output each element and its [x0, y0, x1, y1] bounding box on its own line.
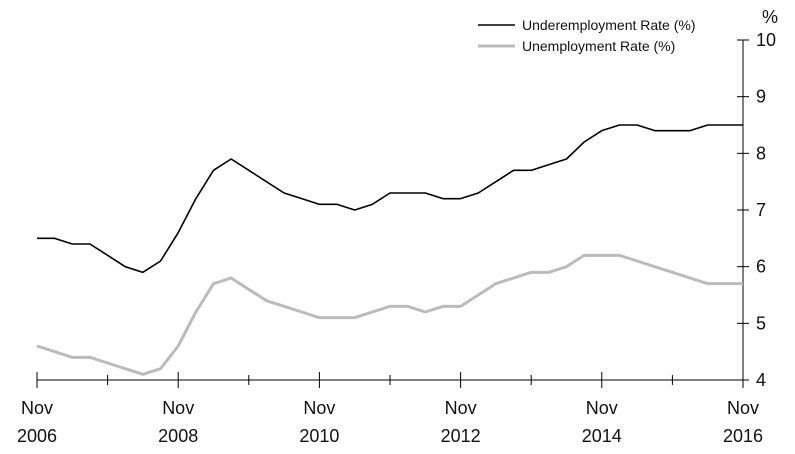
- x-tick-label-year: 2016: [723, 426, 763, 446]
- y-tick-label: 8: [756, 143, 766, 163]
- x-tick-label-year: 2006: [17, 426, 57, 446]
- x-tick-label-year: 2008: [158, 426, 198, 446]
- y-tick-label: 4: [756, 370, 766, 390]
- x-tick-label-month: Nov: [586, 398, 618, 418]
- x-tick-label-month: Nov: [21, 398, 53, 418]
- y-unit-label: %: [762, 7, 778, 27]
- x-tick-label-year: 2012: [441, 426, 481, 446]
- x-tick-label-month: Nov: [445, 398, 477, 418]
- x-tick-label-month: Nov: [303, 398, 335, 418]
- x-tick-label-month: Nov: [727, 398, 759, 418]
- x-tick-label-month: Nov: [162, 398, 194, 418]
- y-tick-label: 9: [756, 87, 766, 107]
- y-tick-label: 10: [756, 30, 776, 50]
- y-tick-label: 6: [756, 257, 766, 277]
- underemployment-rate-line: [37, 124, 743, 274]
- x-tick-label-year: 2014: [582, 426, 622, 446]
- x-tick-label-year: 2010: [299, 426, 339, 446]
- y-tick-label: 7: [756, 200, 766, 220]
- legend-label: Unemployment Rate (%): [522, 38, 675, 54]
- legend-label: Underemployment Rate (%): [522, 17, 696, 33]
- unemployment-rate-line: [36, 253, 743, 376]
- y-tick-label: 5: [756, 313, 766, 333]
